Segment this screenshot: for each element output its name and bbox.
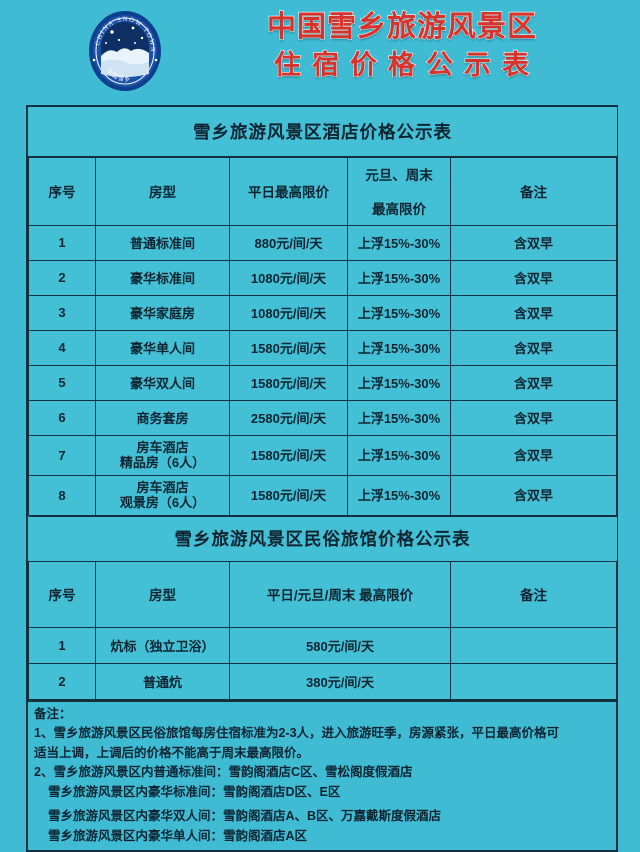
notes-item-2: 2、雪乡旅游风景区内普通标准间：雪韵阁酒店C区、雪松阁度假酒店: [34, 765, 413, 779]
cell-no: 7: [28, 434, 96, 476]
cell-holiday-price: 上浮15%-30%: [347, 364, 451, 401]
table-row: 2 豪华标准间 1080元/间/天 上浮15%-30% 含双早: [28, 259, 618, 296]
cell-holiday-price: 上浮15%-30%: [347, 474, 451, 516]
cell-roomtype: 房车酒店 精品房（6人）: [95, 434, 230, 476]
header-cell-holiday-price-bottom: 最高限价: [372, 202, 426, 218]
cell-holiday-price: 上浮15%-30%: [347, 399, 451, 436]
header-cell-remark: 备注: [450, 560, 617, 628]
header-cell-roomtype: 房型: [95, 156, 230, 226]
cell-no: 2: [28, 259, 96, 296]
cell-no: 5: [28, 364, 96, 401]
cell-remark: [450, 662, 617, 700]
folk-table-banner-row: 雪乡旅游风景区民俗旅馆价格公示表: [28, 515, 617, 562]
cell-no: 8: [28, 474, 96, 516]
cell-no: 3: [28, 294, 96, 331]
cell-remark: 含双早: [449, 259, 618, 296]
cell-holiday-price: 上浮15%-30%: [347, 294, 451, 331]
cell-roomtype: 普通炕: [95, 662, 230, 700]
table-row: 2 普通炕 380元/间/天: [28, 662, 617, 700]
cell-weekday-price: 1580元/间/天: [229, 329, 348, 366]
china-snow-town-emblem-icon: CHINA SNOW TOWN 中国雪乡: [88, 10, 162, 92]
cell-roomtype: 炕标（独立卫浴）: [95, 626, 230, 664]
notes-item-2-sub-1: 雪乡旅游风景区内豪华标准间：雪韵阁酒店D区、E区: [48, 784, 341, 799]
header-cell-remark: 备注: [449, 156, 618, 226]
cell-remark: 含双早: [449, 364, 618, 401]
folk-table-header-row: 序号 房型 平日/元旦/周末 最高限价 备注: [28, 560, 617, 628]
cell-holiday-price: 上浮15%-30%: [347, 434, 451, 476]
table-row: 7 房车酒店 精品房（6人） 1580元/间/天 上浮15%-30% 含双早: [28, 434, 618, 476]
cell-weekday-price: 1580元/间/天: [229, 364, 348, 401]
cell-no: 6: [28, 399, 96, 436]
hotel-table-banner-row: 雪乡旅游风景区酒店价格公示表: [28, 107, 617, 158]
table-row: 1 炕标（独立卫浴） 580元/间/天: [28, 626, 617, 664]
cell-no: 1: [28, 626, 96, 664]
cell-remark: 含双早: [449, 224, 618, 261]
cell-roomtype: 普通标准间: [95, 224, 230, 261]
cell-roomtype: 豪华标准间: [95, 259, 230, 296]
table-row: 4 豪华单人间 1580元/间/天 上浮15%-30% 含双早: [28, 329, 618, 366]
notes-title: 备注：: [34, 706, 72, 721]
cell-weekday-price: 1080元/间/天: [229, 294, 348, 331]
table-row: 1 普通标准间 880元/间/天 上浮15%-30% 含双早: [28, 224, 618, 261]
cell-no: 2: [28, 662, 96, 700]
notes-item-2-sub-3: 雪乡旅游风景区内豪华单人间：雪韵阁酒店A区: [48, 828, 308, 843]
notes-item-1: 1、雪乡旅游风景区民俗旅馆每房住宿标准为2-3人，进入旅游旺季，房源紧张，平日最…: [34, 726, 560, 740]
folk-inn-price-table: 雪乡旅游风景区民俗旅馆价格公示表 序号 房型 平日/元旦/周末 最高限价 备注 …: [28, 515, 617, 700]
header-cell-no: 序号: [28, 156, 96, 226]
header-cell-price-bottom: 最高限价: [359, 588, 414, 603]
cell-remark: 含双早: [449, 474, 618, 516]
hotel-table-banner: 雪乡旅游风景区酒店价格公示表: [28, 107, 617, 158]
cell-roomtype: 豪华双人间: [95, 364, 230, 401]
table-row: 5 豪华双人间 1580元/间/天 上浮15%-30% 含双早: [28, 364, 618, 401]
cell-remark: 含双早: [449, 329, 618, 366]
header-cell-price: 平日/元旦/周末 最高限价: [229, 560, 451, 628]
cell-weekday-price: 880元/间/天: [229, 224, 348, 261]
notes-item-2-sub-2: 雪乡旅游风景区内豪华双人间：雪韵阁酒店A、B区、万嘉戴斯度假酒店: [48, 809, 442, 823]
header-cell-holiday-price-top: 元旦、周末: [365, 168, 433, 184]
table-row: 3 豪华家庭房 1080元/间/天 上浮15%-30% 含双早: [28, 294, 618, 331]
cell-holiday-price: 上浮15%-30%: [347, 329, 451, 366]
table-row: 6 商务套房 2580元/间/天 上浮15%-30% 含双早: [28, 399, 618, 436]
cell-remark: 含双早: [449, 434, 618, 476]
table-row: 8 房车酒店 观景房（6人） 1580元/间/天 上浮15%-30% 含双早: [28, 474, 618, 516]
notes-section: 备注： 1、雪乡旅游风景区民俗旅馆每房住宿标准为2-3人，进入旅游旺季，房源紧张…: [28, 699, 616, 850]
header-cell-price-top: 平日/元旦/周末: [266, 588, 356, 603]
header-cell-weekday-price: 平日最高限价: [229, 156, 348, 226]
cell-weekday-price: 1580元/间/天: [229, 434, 348, 476]
hotel-table-header-row: 序号 房型 平日最高限价 元旦、周末 最高限价 备注: [28, 156, 618, 226]
cell-roomtype: 豪华单人间: [95, 329, 230, 366]
cell-weekday-price: 2580元/间/天: [229, 399, 348, 436]
cell-roomtype: 商务套房: [95, 399, 230, 436]
header-cell-holiday-price: 元旦、周末 最高限价: [347, 156, 451, 226]
notes-item-1-continued: 适当上调，上调后的价格不能高于周末最高限价。: [34, 745, 310, 760]
cell-remark: 含双早: [449, 399, 618, 436]
cell-no: 1: [28, 224, 96, 261]
cell-weekday-price: 1080元/间/天: [229, 259, 348, 296]
header-cell-roomtype: 房型: [95, 560, 230, 628]
cell-no: 4: [28, 329, 96, 366]
folk-table-banner: 雪乡旅游风景区民俗旅馆价格公示表: [28, 515, 617, 562]
page-title-block: 中国雪乡旅游风景区 住宿价格公示表: [172, 8, 632, 84]
page-header: CHINA SNOW TOWN 中国雪乡 中国雪乡旅游风景区 住宿价格公示表: [0, 0, 640, 100]
cell-remark: [450, 626, 617, 664]
cell-roomtype: 豪华家庭房: [95, 294, 230, 331]
header-cell-no: 序号: [28, 560, 96, 628]
cell-weekday-price: 1580元/间/天: [229, 474, 348, 516]
cell-roomtype: 房车酒店 观景房（6人）: [95, 474, 230, 516]
price-notice-sheet: 雪乡旅游风景区酒店价格公示表 序号 房型 平日最高限价 元旦、周末 最高限价 备…: [26, 105, 618, 852]
page-title-line1: 中国雪乡旅游风景区: [266, 10, 537, 43]
cell-remark: 含双早: [449, 294, 618, 331]
cell-holiday-price: 上浮15%-30%: [347, 259, 451, 296]
cell-holiday-price: 上浮15%-30%: [347, 224, 451, 261]
cell-price: 580元/间/天: [229, 626, 451, 664]
hotel-price-table: 雪乡旅游风景区酒店价格公示表 序号 房型 平日最高限价 元旦、周末 最高限价 备…: [28, 107, 618, 516]
cell-price: 380元/间/天: [229, 662, 451, 700]
page-title-line2: 住宿价格公示表: [273, 49, 540, 80]
